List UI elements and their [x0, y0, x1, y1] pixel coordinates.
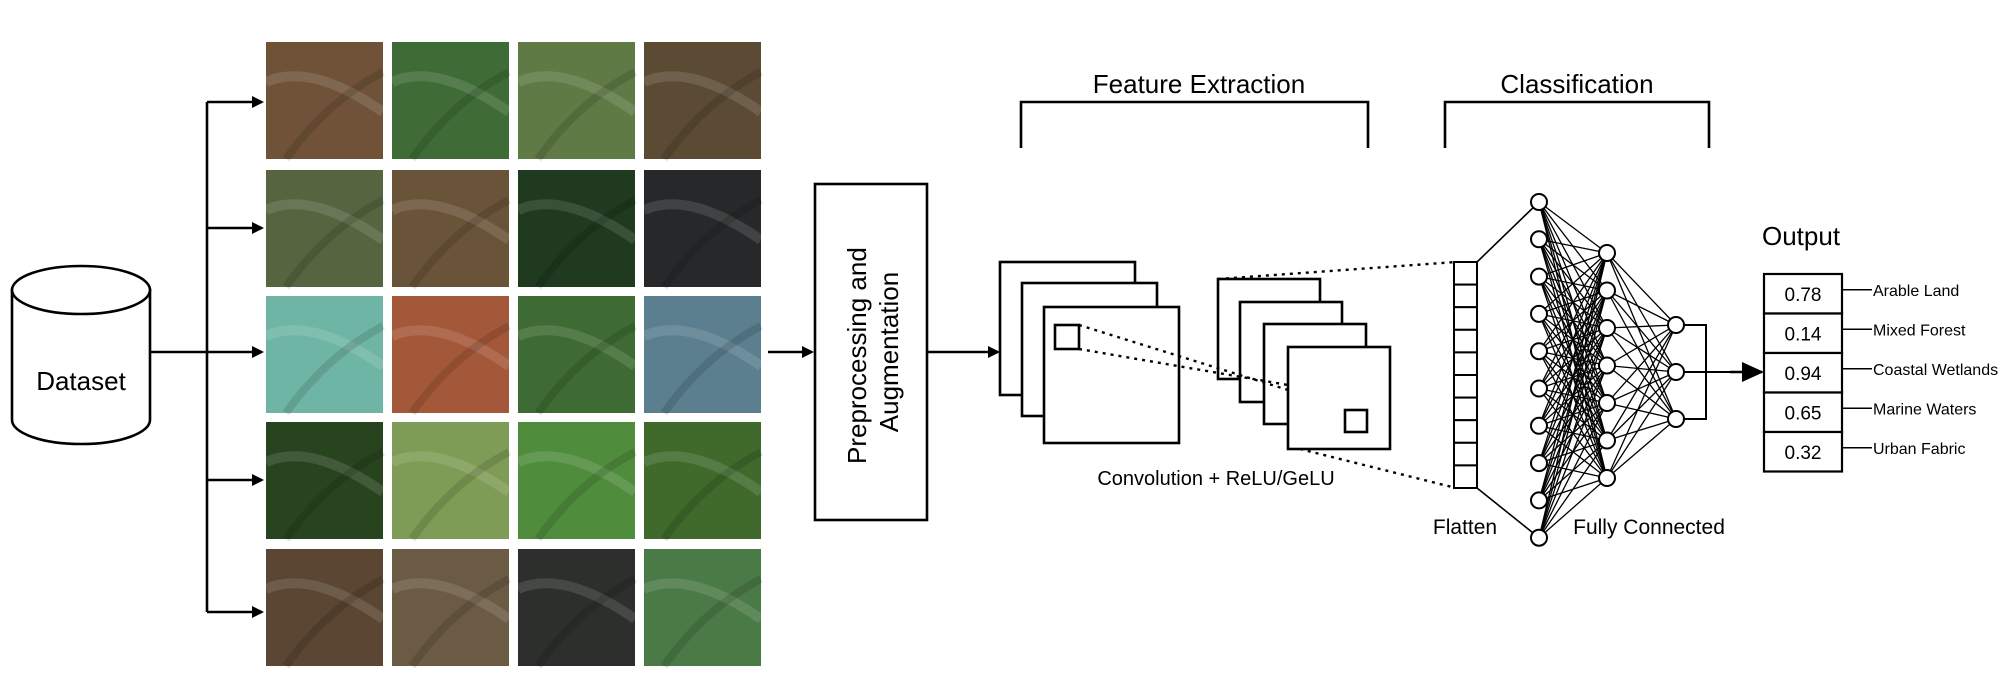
output-row: 0.78 Arable Land [1762, 272, 1959, 315]
neuron-node [1598, 319, 1616, 337]
satellite-tile [641, 422, 764, 542]
neuron-node [1598, 431, 1616, 450]
satellite-tile [389, 42, 512, 162]
satellite-tile [641, 549, 764, 669]
fully-connected-network [1476, 193, 1730, 547]
conv-stack-input [998, 260, 1181, 445]
satellite-tile [389, 549, 512, 669]
neuron-node [1530, 193, 1548, 211]
dataset-label: Dataset [36, 366, 126, 396]
flatten-cell [1453, 306, 1478, 331]
neuron-node [1667, 316, 1685, 334]
convolution-label: Convolution + ReLU/GeLU [1097, 468, 1334, 490]
neuron-node [1530, 491, 1548, 510]
output-class-label: Marine Waters [1873, 401, 1976, 418]
flatten-label: Flatten [1433, 516, 1497, 539]
neuron-node [1667, 410, 1685, 428]
satellite-tile [263, 549, 386, 669]
dataset-branch-arrows [150, 96, 264, 618]
output-row: 0.94 Coastal Wetlands [1762, 351, 1998, 394]
projection-lines [1078, 260, 1457, 490]
satellite-tile [263, 422, 386, 542]
flatten-layer [1453, 261, 1478, 489]
satellite-tile [389, 170, 512, 290]
output-probability: 0.94 [1785, 364, 1822, 385]
classification-bracket: Classification [1443, 69, 1711, 148]
preprocessing-box: Preprocessing and Augmentation [813, 182, 929, 522]
satellite-tile [641, 42, 764, 162]
output-row: 0.32 Urban Fabric [1762, 430, 1965, 473]
preprocessing-line2: Augmentation [874, 272, 904, 432]
satellite-tile [641, 296, 764, 416]
preprocessing-line1: Preprocessing and [842, 247, 872, 464]
neuron-node [1598, 356, 1616, 375]
output-probability: 0.78 [1785, 285, 1822, 306]
satellite-image-grid [263, 42, 764, 669]
flatten-cell [1453, 464, 1478, 489]
classification-title: Classification [1500, 69, 1653, 99]
conv-kernel-window [1053, 323, 1081, 351]
output-probability: 0.65 [1785, 403, 1822, 424]
satellite-tile [515, 296, 638, 416]
feature-extraction-title: Feature Extraction [1093, 69, 1305, 99]
neuron-node [1530, 267, 1548, 286]
flatten-cell [1453, 351, 1478, 376]
output-row: 0.65 Marine Waters [1762, 391, 1976, 434]
satellite-tile [515, 170, 638, 290]
output-row: 0.14 Mixed Forest [1762, 312, 1966, 355]
dataset-cylinder: Dataset [10, 264, 152, 446]
output-probability: 0.14 [1785, 324, 1822, 345]
neuron-node [1530, 379, 1548, 398]
neuron-node [1530, 230, 1548, 249]
output-class-label: Urban Fabric [1873, 441, 1965, 458]
flatten-cell [1453, 261, 1478, 286]
neuron-node [1598, 394, 1616, 412]
neuron-node [1598, 281, 1616, 300]
neuron-node [1530, 342, 1548, 361]
output-class-label: Coastal Wetlands [1873, 362, 1998, 379]
neuron-node [1598, 244, 1616, 262]
satellite-tile [515, 42, 638, 162]
satellite-tile [389, 422, 512, 542]
feature-extraction-bracket: Feature Extraction [1019, 69, 1370, 148]
fully-connected-label: Fully Connected [1573, 516, 1725, 539]
satellite-tile [263, 296, 386, 416]
satellite-tile [263, 42, 386, 162]
flatten-cell [1453, 374, 1478, 399]
neuron-node [1530, 454, 1548, 473]
flatten-cell [1453, 396, 1478, 422]
feature-map-cell [1343, 408, 1369, 434]
output-table: 0.78 Arable Land 0.14 Mixed Forest 0.94 Coast… [1762, 272, 1998, 473]
satellite-tile [515, 549, 638, 669]
satellite-tile [515, 422, 638, 542]
flatten-cell [1453, 441, 1478, 467]
output-probability: 0.32 [1785, 443, 1822, 464]
flatten-cell [1453, 328, 1478, 354]
satellite-tile [263, 170, 386, 290]
satellite-tile [641, 170, 764, 290]
preprocessing-label: Preprocessing and Augmentation [842, 240, 904, 464]
output-class-label: Arable Land [1873, 283, 1959, 300]
neuron-node [1530, 416, 1548, 435]
satellite-tile [389, 296, 512, 416]
neuron-node [1530, 304, 1548, 323]
flatten-cell [1453, 419, 1478, 444]
flatten-cell [1453, 283, 1478, 309]
neuron-node [1598, 469, 1616, 487]
conv-stack-feature-maps [1216, 277, 1392, 451]
neuron-node [1530, 528, 1548, 547]
output-title: Output [1762, 221, 1841, 251]
output-class-label: Mixed Forest [1873, 322, 1966, 339]
neuron-node [1667, 363, 1685, 381]
